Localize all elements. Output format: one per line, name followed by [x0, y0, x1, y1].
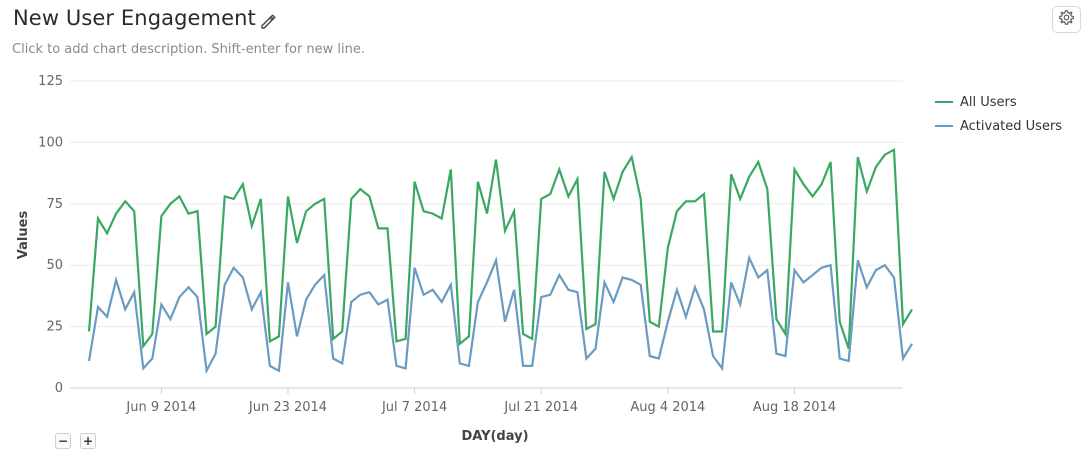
y-tick-label: 75: [46, 197, 63, 212]
x-axis-title: DAY(day): [461, 429, 528, 444]
legend-item-activated-users[interactable]: Activated Users: [935, 114, 1062, 138]
y-tick-label: 50: [46, 258, 63, 273]
zoom-in-button[interactable]: +: [80, 433, 96, 449]
legend-label: Activated Users: [960, 119, 1062, 134]
y-axis-title: Values: [16, 211, 31, 260]
legend-swatch: [935, 125, 953, 127]
x-tick-label: Jun 9 2014: [125, 400, 196, 415]
x-tick-label: Aug 4 2014: [630, 400, 705, 415]
zoom-out-button[interactable]: −: [55, 433, 71, 449]
legend-item-all-users[interactable]: All Users: [935, 90, 1062, 114]
x-tick-label: Jul 7 2014: [381, 400, 447, 415]
x-tick-label: Jun 23 2014: [248, 400, 327, 415]
legend-label: All Users: [960, 95, 1017, 110]
x-tick-label: Aug 18 2014: [753, 400, 836, 415]
legend-swatch: [935, 101, 953, 103]
chart-legend: All Users Activated Users: [935, 90, 1062, 138]
y-tick-label: 100: [38, 135, 63, 150]
y-tick-label: 0: [55, 381, 63, 396]
x-tick-label: Jul 21 2014: [503, 400, 578, 415]
y-tick-label: 125: [38, 74, 63, 89]
y-tick-label: 25: [46, 320, 63, 335]
